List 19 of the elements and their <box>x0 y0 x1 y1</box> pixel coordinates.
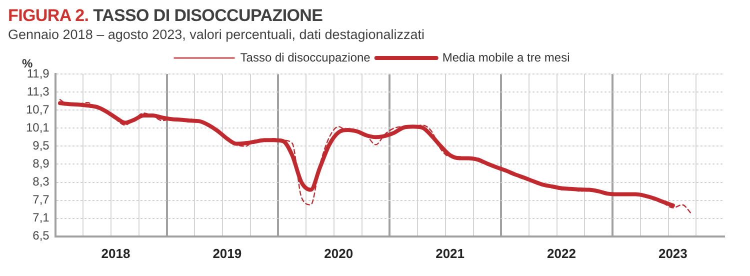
chart-subtitle: Gennaio 2018 – agosto 2023, valori percentuali, dati destagionalizzati <box>8 27 425 42</box>
y-tick-label: 10,7 <box>26 102 50 116</box>
y-tick-label: 8,3 <box>32 174 50 189</box>
y-tick-label: 11,3 <box>26 84 50 98</box>
legend-label: Tasso di disoccupazione <box>240 50 371 64</box>
y-tick-label: 7,1 <box>32 210 50 225</box>
legend-label: Media mobile a tre mesi <box>442 50 570 64</box>
y-tick-label: 9,5 <box>32 138 50 152</box>
x-tick-label: 2021 <box>436 246 464 261</box>
x-tick-label: 2023 <box>658 246 688 261</box>
x-tick-label: 2018 <box>101 246 130 261</box>
chart-title: FIGURA 2. TASSO DI DISOCCUPAZIONE <box>8 6 323 26</box>
x-tick-label: 2022 <box>547 246 576 261</box>
y-tick-label: 7,7 <box>32 192 50 207</box>
y-tick-label: 8,9 <box>32 156 50 171</box>
y-tick-label: 6,5 <box>32 228 50 243</box>
y-tick-label: 10,1 <box>26 120 50 134</box>
x-tick-label: 2020 <box>324 246 354 261</box>
x-tick-label: 2019 <box>212 246 242 261</box>
